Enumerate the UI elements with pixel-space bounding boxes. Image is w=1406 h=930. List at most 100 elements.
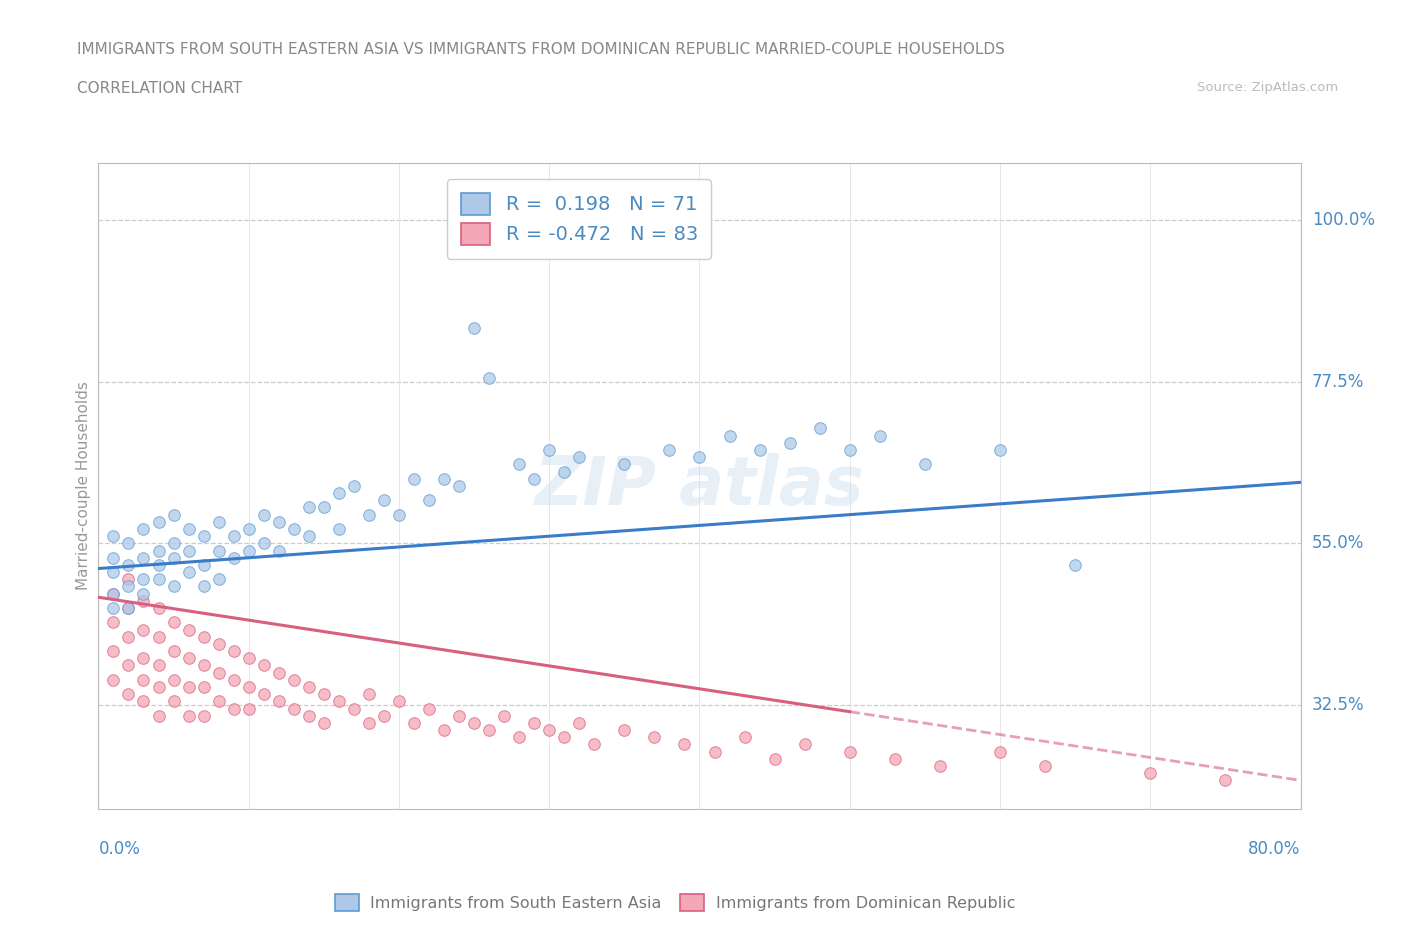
- Point: [402, 715, 425, 730]
- Point: [583, 737, 606, 751]
- Point: [447, 479, 470, 494]
- Point: [103, 551, 125, 565]
- Point: [253, 536, 276, 551]
- Point: [208, 636, 231, 651]
- Point: [283, 522, 305, 537]
- Text: IMMIGRANTS FROM SOUTH EASTERN ASIA VS IMMIGRANTS FROM DOMINICAN REPUBLIC MARRIED: IMMIGRANTS FROM SOUTH EASTERN ASIA VS IM…: [77, 42, 1005, 57]
- Point: [373, 709, 395, 724]
- Point: [253, 507, 276, 522]
- Point: [418, 701, 440, 716]
- Point: [132, 593, 155, 608]
- Point: [222, 701, 245, 716]
- Point: [117, 658, 139, 673]
- Point: [312, 715, 335, 730]
- Point: [162, 579, 184, 594]
- Point: [162, 672, 184, 687]
- Point: [222, 551, 245, 565]
- Point: [148, 557, 170, 572]
- Point: [222, 529, 245, 544]
- Point: [463, 321, 485, 336]
- Point: [117, 557, 139, 572]
- Point: [148, 572, 170, 587]
- Point: [1064, 557, 1087, 572]
- Point: [463, 715, 485, 730]
- Point: [373, 493, 395, 508]
- Point: [132, 522, 155, 537]
- Text: 55.0%: 55.0%: [1312, 535, 1364, 552]
- Point: [914, 457, 936, 472]
- Point: [253, 686, 276, 701]
- Point: [1139, 765, 1161, 780]
- Point: [148, 680, 170, 695]
- Point: [177, 680, 200, 695]
- Point: [328, 522, 350, 537]
- Point: [117, 601, 139, 616]
- Point: [193, 579, 215, 594]
- Point: [117, 630, 139, 644]
- Point: [103, 565, 125, 579]
- Point: [929, 759, 952, 774]
- Point: [613, 457, 636, 472]
- Text: ZIP atlas: ZIP atlas: [534, 453, 865, 519]
- Point: [298, 680, 321, 695]
- Point: [734, 730, 756, 745]
- Point: [148, 658, 170, 673]
- Point: [103, 615, 125, 630]
- Point: [298, 709, 321, 724]
- Point: [208, 514, 231, 529]
- Point: [193, 557, 215, 572]
- Point: [388, 694, 411, 709]
- Point: [162, 694, 184, 709]
- Point: [658, 443, 681, 458]
- Point: [238, 680, 260, 695]
- Point: [177, 622, 200, 637]
- Point: [117, 572, 139, 587]
- Point: [103, 672, 125, 687]
- Point: [673, 737, 696, 751]
- Point: [148, 543, 170, 558]
- Point: [177, 651, 200, 666]
- Text: 0.0%: 0.0%: [98, 840, 141, 857]
- Point: [132, 551, 155, 565]
- Point: [267, 694, 290, 709]
- Text: 77.5%: 77.5%: [1312, 373, 1364, 391]
- Point: [177, 709, 200, 724]
- Point: [162, 507, 184, 522]
- Legend: Immigrants from South Eastern Asia, Immigrants from Dominican Republic: Immigrants from South Eastern Asia, Immi…: [329, 888, 1021, 917]
- Point: [838, 443, 860, 458]
- Point: [208, 694, 231, 709]
- Point: [568, 450, 591, 465]
- Point: [433, 472, 456, 486]
- Point: [238, 701, 260, 716]
- Point: [808, 421, 831, 436]
- Point: [418, 493, 440, 508]
- Point: [253, 658, 276, 673]
- Point: [117, 536, 139, 551]
- Point: [748, 443, 770, 458]
- Point: [132, 572, 155, 587]
- Point: [298, 529, 321, 544]
- Point: [117, 601, 139, 616]
- Point: [553, 464, 575, 479]
- Point: [148, 601, 170, 616]
- Point: [132, 651, 155, 666]
- Point: [132, 586, 155, 601]
- Point: [869, 428, 891, 443]
- Point: [208, 543, 231, 558]
- Point: [343, 701, 366, 716]
- Point: [447, 709, 470, 724]
- Point: [162, 644, 184, 658]
- Point: [1033, 759, 1056, 774]
- Point: [312, 500, 335, 515]
- Point: [132, 622, 155, 637]
- Point: [193, 529, 215, 544]
- Point: [162, 551, 184, 565]
- Point: [508, 730, 530, 745]
- Point: [388, 507, 411, 522]
- Point: [494, 709, 516, 724]
- Text: 32.5%: 32.5%: [1312, 696, 1364, 714]
- Point: [177, 522, 200, 537]
- Point: [103, 644, 125, 658]
- Point: [1215, 773, 1237, 788]
- Point: [523, 715, 546, 730]
